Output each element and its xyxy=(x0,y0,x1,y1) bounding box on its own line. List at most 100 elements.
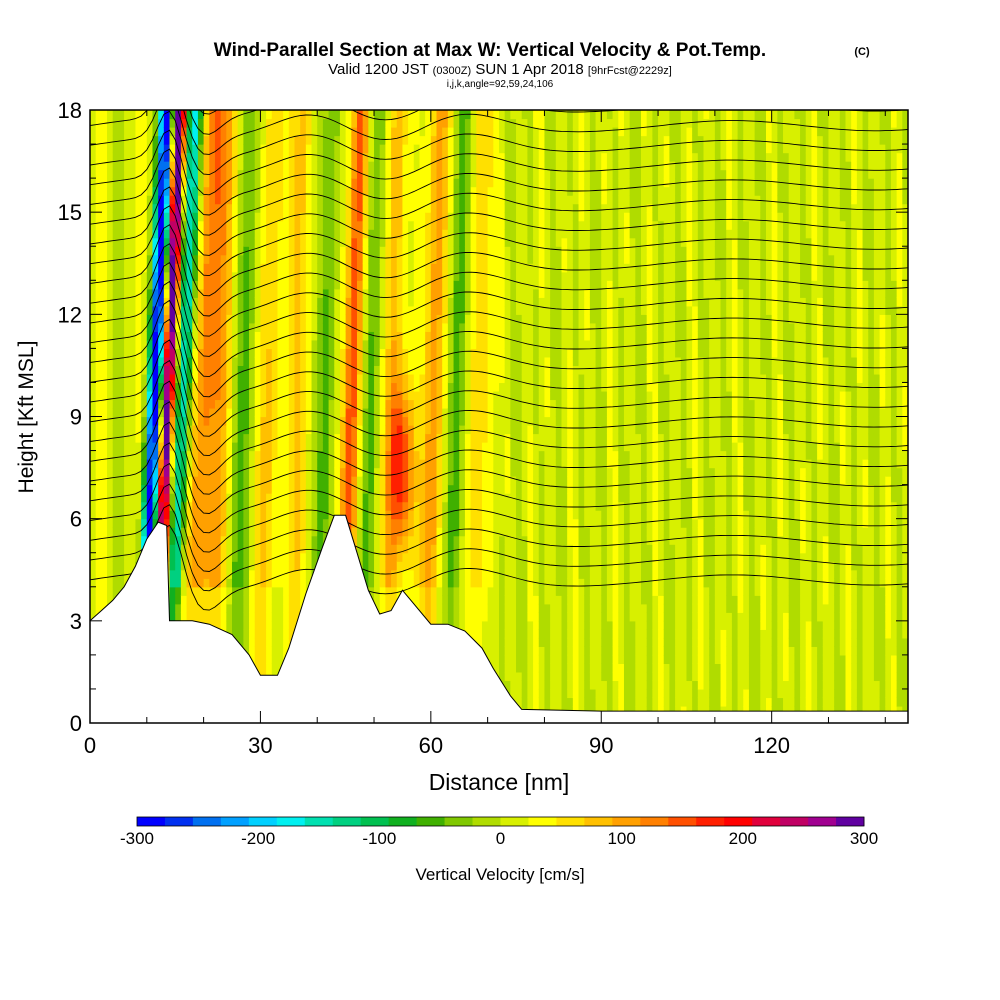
velocity-cell xyxy=(339,195,347,205)
velocity-cell xyxy=(243,450,250,460)
velocity-cell xyxy=(277,595,284,605)
velocity-cell xyxy=(408,212,415,222)
velocity-cell xyxy=(436,578,443,588)
velocity-cell xyxy=(152,356,159,367)
velocity-cell xyxy=(334,297,341,307)
velocity-cell xyxy=(447,493,455,503)
velocity-cell xyxy=(328,127,335,137)
velocity-cell xyxy=(220,416,227,426)
velocity-cell xyxy=(453,586,460,596)
velocity-cell xyxy=(277,620,284,630)
velocity-cell xyxy=(203,229,210,239)
velocity-cell xyxy=(209,195,216,205)
velocity-cell xyxy=(470,595,477,605)
velocity-cell xyxy=(112,237,119,247)
velocity-cell xyxy=(396,144,404,154)
velocity-cell xyxy=(459,339,466,349)
velocity-cell xyxy=(442,535,449,545)
velocity-cell xyxy=(430,152,438,162)
velocity-cell xyxy=(464,365,472,375)
velocity-cell xyxy=(294,314,301,324)
velocity-cell xyxy=(391,229,398,239)
velocity-cell xyxy=(271,161,279,171)
velocity-cell xyxy=(260,612,267,622)
velocity-cell xyxy=(254,297,262,307)
velocity-cell xyxy=(294,305,301,315)
velocity-cell xyxy=(436,603,443,613)
velocity-cell xyxy=(175,169,182,179)
velocity-cell xyxy=(442,229,449,239)
velocity-cell xyxy=(436,220,443,230)
velocity-cell xyxy=(476,612,483,622)
velocity-cell xyxy=(288,220,296,230)
velocity-cell xyxy=(436,595,443,605)
velocity-cell xyxy=(175,382,182,392)
velocity-cell xyxy=(180,476,188,486)
velocity-cell xyxy=(237,399,244,409)
velocity-cell xyxy=(152,161,159,171)
velocity-cell xyxy=(197,152,205,162)
velocity-cell xyxy=(470,407,477,418)
velocity-cell xyxy=(163,118,171,128)
velocity-cell xyxy=(220,229,227,239)
velocity-cell xyxy=(232,518,239,528)
velocity-cell xyxy=(425,169,432,179)
velocity-cell xyxy=(470,569,477,579)
velocity-cell xyxy=(408,118,415,128)
velocity-cell xyxy=(260,280,267,290)
velocity-cell xyxy=(260,263,267,273)
velocity-cell xyxy=(101,373,108,384)
velocity-cell xyxy=(107,237,114,247)
velocity-cell xyxy=(311,246,318,256)
velocity-cell xyxy=(413,510,421,520)
velocity-cell xyxy=(408,535,415,545)
velocity-cell xyxy=(385,297,392,307)
velocity-cell xyxy=(220,161,227,171)
velocity-cell xyxy=(447,314,455,324)
velocity-cell xyxy=(339,425,347,435)
velocity-cell xyxy=(118,118,125,128)
velocity-cell xyxy=(436,314,443,324)
velocity-cell xyxy=(180,169,188,179)
velocity-cell xyxy=(396,229,404,239)
velocity-cell xyxy=(339,169,347,179)
velocity-cell xyxy=(254,595,262,605)
velocity-cell xyxy=(158,382,165,392)
velocity-cell xyxy=(351,237,358,247)
velocity-cell xyxy=(436,518,443,528)
velocity-cell xyxy=(209,246,216,256)
velocity-cell xyxy=(169,305,176,315)
velocity-cell xyxy=(146,399,154,409)
velocity-cell xyxy=(260,178,267,188)
velocity-cell xyxy=(90,161,97,171)
velocity-cell xyxy=(146,390,154,401)
velocity-cell xyxy=(425,135,432,145)
velocity-cell xyxy=(374,118,381,128)
velocity-cell xyxy=(345,110,352,120)
velocity-cell xyxy=(385,356,392,367)
velocity-cell xyxy=(243,288,250,298)
velocity-cell xyxy=(425,356,432,367)
velocity-cell xyxy=(413,459,421,469)
velocity-cell xyxy=(203,382,210,392)
velocity-cell xyxy=(277,161,284,171)
velocity-cell xyxy=(379,595,386,605)
velocity-cell xyxy=(266,620,273,630)
velocity-cell xyxy=(214,246,222,256)
velocity-cell xyxy=(107,510,114,520)
velocity-cell xyxy=(163,382,171,392)
velocity-cell xyxy=(232,459,239,469)
velocity-cell xyxy=(402,433,409,443)
velocity-cell xyxy=(203,127,210,137)
velocity-cell xyxy=(277,544,284,554)
velocity-cell xyxy=(345,305,352,315)
velocity-cell xyxy=(288,552,296,562)
velocity-cell xyxy=(305,305,313,315)
velocity-cell xyxy=(453,603,460,613)
velocity-cell xyxy=(442,220,449,230)
velocity-cell xyxy=(356,416,364,426)
velocity-cell xyxy=(260,212,267,222)
velocity-cell xyxy=(266,654,273,664)
velocity-cell xyxy=(391,425,398,435)
velocity-cell xyxy=(101,399,108,409)
